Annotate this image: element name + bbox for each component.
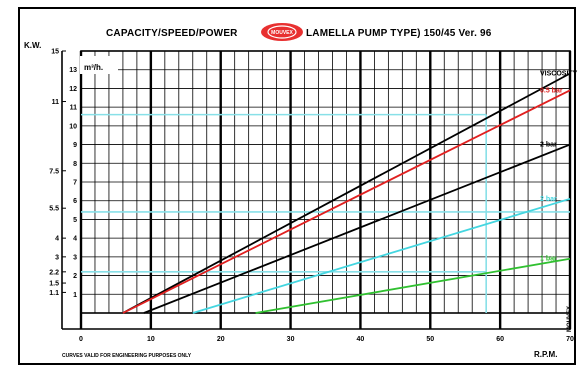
x-tick-label: 30: [287, 336, 295, 343]
y-axis-label: m³/h.: [84, 63, 103, 72]
series-label-3: 2 bar: [540, 142, 557, 149]
y2-axis-label: K.W.: [24, 41, 41, 50]
x-tick-label: 20: [217, 336, 225, 343]
logo-text: MOUVEX: [271, 30, 293, 36]
tick-labels: 0 10 20 30 40 50 60 701234567891011121315117.55…: [49, 49, 574, 344]
series-label-1: VISCOSITY: [540, 70, 578, 77]
x-tick-label: 0: [79, 336, 83, 343]
y-tick-label: 2: [73, 273, 77, 280]
x-tick-label: 50: [426, 336, 434, 343]
unit-label-box: [80, 56, 118, 74]
y2-tick-label: 7.5: [49, 168, 59, 175]
chart-title-left: CAPACITY/SPEED/POWER: [106, 28, 238, 39]
series-label-2: 0.5 bar: [540, 87, 563, 94]
x-tick-label: 60: [496, 336, 504, 343]
series-line-1: [122, 72, 571, 314]
y-tick-label: 10: [69, 123, 77, 130]
y-tick-label: 8: [73, 161, 77, 168]
y2-tick-label: 1.5: [49, 281, 59, 288]
y2-tick-label: 2.2: [49, 269, 59, 276]
y-tick-label: 3: [73, 254, 77, 261]
x-tick-label: 70: [566, 336, 574, 343]
y-tick-label: 7: [73, 180, 77, 187]
series-label-4: 2 bar: [540, 196, 557, 203]
series-label-5: 1 bar: [540, 256, 557, 263]
y-tick-label: 6: [73, 198, 77, 205]
series-line-3: [143, 143, 571, 314]
y-tick-label: 4: [73, 236, 77, 243]
y2-tick-label: 1.1: [49, 290, 59, 297]
y-tick-label: 9: [73, 142, 77, 149]
y2-tick-label: 5.5: [49, 206, 59, 213]
series-line-4: [192, 197, 571, 314]
chart-title-right: LAMELLA PUMP TYPE) 150/45 Ver. 96: [306, 28, 492, 39]
series-line-5: [255, 257, 571, 314]
grid-major: [61, 50, 572, 330]
series-lines: VISCOSITY 0.5 bar 2 bar 2 bar 1 bar: [122, 70, 578, 314]
series-line-2: [122, 89, 571, 314]
y-tick-label: 12: [69, 86, 77, 93]
y2-tick-label: 11: [52, 99, 60, 106]
footnote: CURVES VALID FOR ENGINEERING PURPOSES ON…: [62, 353, 192, 359]
y-tick-label: 13: [69, 67, 77, 74]
x-axis-label: R.P.M.: [534, 350, 557, 359]
mouvex-logo: MOUVEX: [261, 23, 303, 41]
y-tick-label: 11: [70, 105, 78, 112]
y-tick-label: 5: [73, 217, 77, 224]
x-tick-label: 10: [147, 336, 155, 343]
y2-tick-label: 15: [51, 49, 59, 56]
plot-area-border: [80, 50, 571, 314]
y-tick-label: 1: [73, 292, 77, 299]
y2-tick-label: 4: [55, 236, 59, 243]
y2-tick-label: 3: [55, 254, 59, 261]
x-tick-label: 40: [357, 336, 365, 343]
